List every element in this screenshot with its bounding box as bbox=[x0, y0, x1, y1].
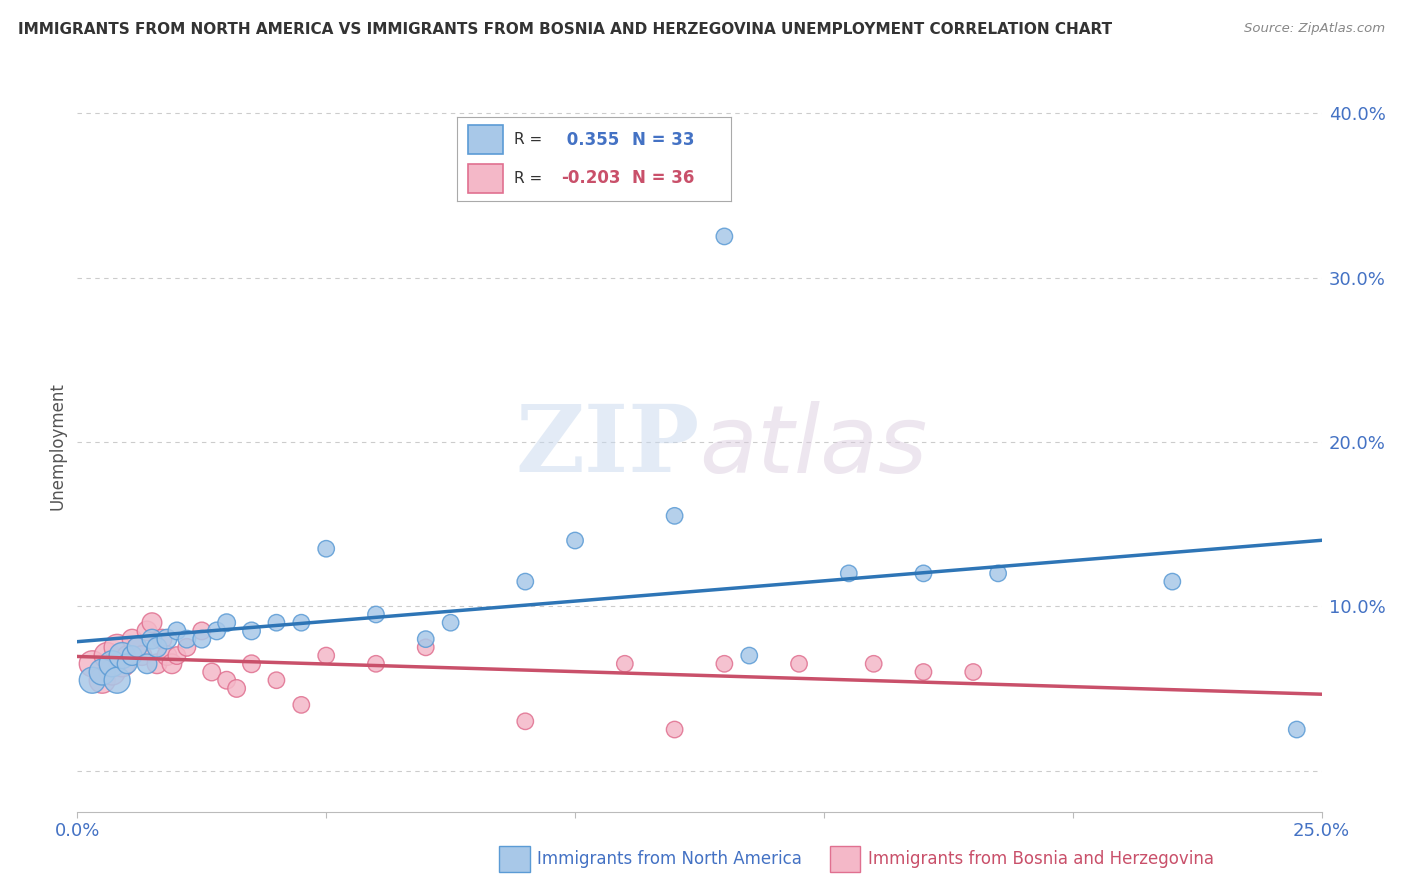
Point bbox=[613, 657, 636, 671]
Point bbox=[105, 673, 128, 688]
Point bbox=[91, 665, 114, 679]
Text: atlas: atlas bbox=[700, 401, 928, 491]
Point bbox=[215, 673, 238, 688]
Point bbox=[201, 665, 224, 679]
Point bbox=[141, 615, 163, 630]
Point bbox=[240, 657, 263, 671]
Point bbox=[105, 640, 128, 655]
Point bbox=[136, 624, 159, 638]
Text: Immigrants from Bosnia and Herzegovina: Immigrants from Bosnia and Herzegovina bbox=[868, 850, 1213, 868]
Point bbox=[156, 632, 179, 647]
Point bbox=[111, 648, 134, 663]
Point bbox=[290, 698, 312, 712]
Point bbox=[225, 681, 247, 696]
Point bbox=[912, 566, 935, 581]
Point bbox=[415, 632, 437, 647]
Y-axis label: Unemployment: Unemployment bbox=[48, 382, 66, 510]
Point bbox=[738, 648, 761, 663]
Point bbox=[290, 615, 312, 630]
Point bbox=[101, 665, 124, 679]
Point bbox=[111, 657, 134, 671]
Point bbox=[166, 648, 188, 663]
Point bbox=[912, 665, 935, 679]
Point bbox=[166, 624, 188, 638]
Point bbox=[141, 632, 163, 647]
Point bbox=[1285, 723, 1308, 737]
Point bbox=[987, 566, 1010, 581]
Point bbox=[115, 657, 138, 671]
Point bbox=[191, 632, 214, 647]
Point bbox=[160, 657, 183, 671]
Point bbox=[266, 673, 288, 688]
Text: R =: R = bbox=[515, 170, 543, 186]
Point bbox=[101, 657, 124, 671]
Text: 0.355: 0.355 bbox=[561, 130, 619, 149]
Text: Immigrants from North America: Immigrants from North America bbox=[537, 850, 801, 868]
Point bbox=[315, 541, 337, 556]
Point bbox=[962, 665, 984, 679]
Point bbox=[146, 640, 169, 655]
Point bbox=[1161, 574, 1184, 589]
Point bbox=[205, 624, 228, 638]
Text: N = 33: N = 33 bbox=[633, 130, 695, 149]
Point bbox=[125, 640, 148, 655]
Point bbox=[136, 657, 159, 671]
FancyBboxPatch shape bbox=[468, 164, 503, 193]
Point bbox=[564, 533, 586, 548]
Text: Source: ZipAtlas.com: Source: ZipAtlas.com bbox=[1244, 22, 1385, 36]
Point bbox=[415, 640, 437, 655]
Text: IMMIGRANTS FROM NORTH AMERICA VS IMMIGRANTS FROM BOSNIA AND HERZEGOVINA UNEMPLOY: IMMIGRANTS FROM NORTH AMERICA VS IMMIGRA… bbox=[18, 22, 1112, 37]
FancyBboxPatch shape bbox=[468, 125, 503, 153]
Point bbox=[515, 574, 537, 589]
Point bbox=[125, 640, 148, 655]
Point bbox=[115, 648, 138, 663]
Point bbox=[176, 640, 198, 655]
Point bbox=[364, 657, 387, 671]
Point bbox=[364, 607, 387, 622]
Point bbox=[131, 648, 153, 663]
Text: ZIP: ZIP bbox=[515, 401, 700, 491]
Point bbox=[838, 566, 860, 581]
Point bbox=[266, 615, 288, 630]
Point bbox=[664, 723, 686, 737]
Text: -0.203: -0.203 bbox=[561, 169, 620, 187]
Point bbox=[156, 648, 179, 663]
Point bbox=[862, 657, 884, 671]
Point bbox=[96, 648, 118, 663]
Point bbox=[121, 632, 143, 647]
Point bbox=[146, 657, 169, 671]
Point bbox=[150, 632, 173, 647]
Point bbox=[787, 657, 810, 671]
Point bbox=[713, 229, 735, 244]
Point bbox=[191, 624, 214, 638]
Point bbox=[440, 615, 463, 630]
Point bbox=[121, 648, 143, 663]
Point bbox=[82, 657, 104, 671]
Point bbox=[91, 673, 114, 688]
Point bbox=[240, 624, 263, 638]
Text: R =: R = bbox=[515, 132, 543, 147]
Point bbox=[315, 648, 337, 663]
Point bbox=[215, 615, 238, 630]
Point bbox=[713, 657, 735, 671]
Point bbox=[664, 508, 686, 523]
Point bbox=[176, 632, 198, 647]
Point bbox=[82, 673, 104, 688]
Text: N = 36: N = 36 bbox=[633, 169, 695, 187]
Point bbox=[515, 714, 537, 729]
